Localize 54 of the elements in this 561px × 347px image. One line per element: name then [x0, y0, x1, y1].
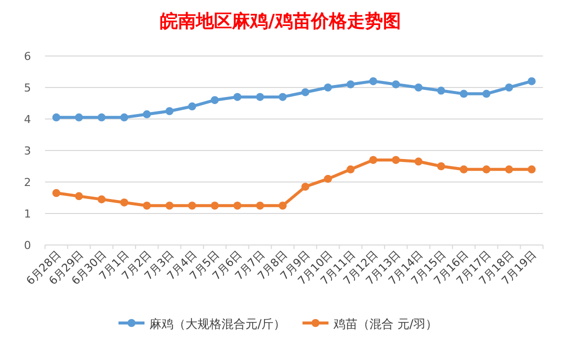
- point: [324, 174, 332, 183]
- point: [142, 202, 151, 210]
- point: [210, 96, 219, 104]
- point: [74, 192, 83, 200]
- point: [210, 202, 219, 210]
- point: [369, 156, 378, 164]
- point: [233, 92, 242, 101]
- point: [52, 189, 60, 198]
- y-tick-label: 3: [24, 144, 31, 158]
- point: [278, 92, 287, 101]
- point: [346, 165, 355, 174]
- point: [98, 195, 106, 204]
- point: [414, 158, 422, 166]
- legend-label: 鸡苗（混合 元/羽）: [332, 317, 438, 331]
- point: [98, 113, 106, 122]
- point: [460, 165, 468, 174]
- point: [369, 77, 378, 86]
- point: [120, 113, 128, 122]
- point: [74, 113, 83, 122]
- point: [437, 86, 446, 95]
- point: [505, 165, 514, 174]
- point: [505, 84, 514, 92]
- point: [437, 162, 446, 170]
- point: [414, 84, 422, 92]
- point: [166, 202, 174, 210]
- point: [324, 84, 332, 92]
- point: [120, 198, 128, 206]
- y-tick-label: 1: [24, 208, 31, 220]
- point: [52, 113, 60, 122]
- point: [278, 202, 287, 210]
- point: [482, 90, 490, 98]
- point: [528, 77, 536, 86]
- y-tick-label: 2: [24, 176, 31, 189]
- chart-title: 皖南地区麻鸡/鸡苗价格走势图: [160, 11, 401, 32]
- point: [482, 165, 490, 174]
- point: [301, 182, 310, 191]
- point: [166, 107, 174, 116]
- point: [188, 202, 196, 210]
- point: [528, 165, 536, 174]
- y-tick-label: 0: [24, 239, 31, 252]
- point: [233, 202, 242, 210]
- point: [392, 80, 400, 88]
- point: [392, 156, 400, 164]
- y-tick-label: 4: [24, 113, 31, 126]
- point: [301, 88, 310, 96]
- point: [346, 80, 355, 88]
- point: [142, 110, 151, 118]
- point: [256, 202, 264, 210]
- legend-label: 麻鸡（大规格混合元/斤）: [150, 317, 286, 331]
- y-tick-label: 5: [24, 82, 31, 94]
- point: [188, 102, 196, 110]
- point: [460, 90, 468, 98]
- point: [256, 92, 264, 101]
- y-tick-label: 6: [24, 50, 31, 63]
